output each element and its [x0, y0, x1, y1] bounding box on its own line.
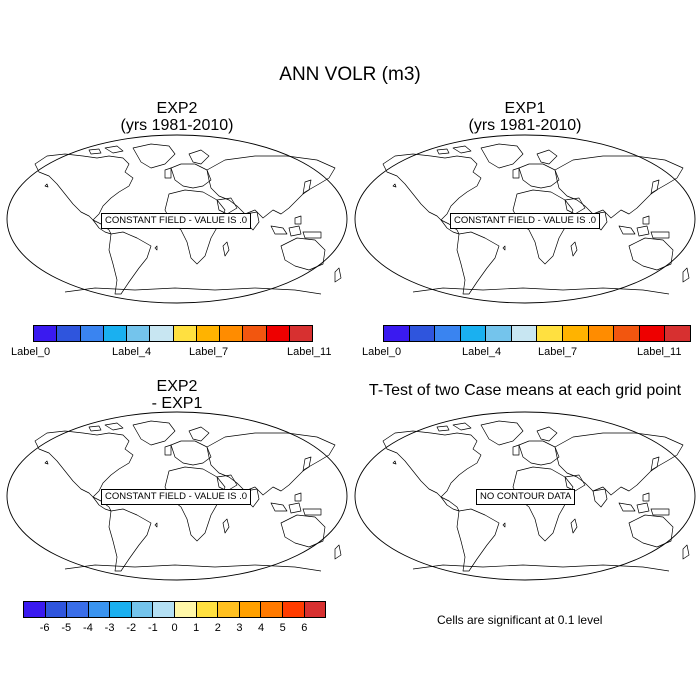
colorbar-difference-cell-6: [153, 602, 176, 617]
colorbar-1-label-7: Label_7: [189, 346, 229, 358]
colorbar-2-cell-1: [409, 326, 436, 341]
colorbar-difference-tick-label: 3: [236, 622, 243, 634]
colorbar-difference-tick-label: 1: [193, 622, 200, 634]
colorbar-difference-tick-label: 2: [214, 622, 221, 634]
colorbar-1-cell-6: [173, 326, 197, 341]
colorbar-difference-cell-2: [67, 602, 89, 617]
colorbar-difference-cell-9: [218, 602, 240, 617]
colorbar-1-cell-0: [34, 326, 58, 341]
colorbar-1-cell-4: [127, 326, 151, 341]
panel-1-title-line1: EXP2: [156, 100, 198, 117]
colorbar-difference-tick-label: -3: [104, 622, 115, 634]
main-title: ANN VOLR (m3): [279, 64, 421, 85]
colorbar-panel-1: [33, 325, 313, 342]
colorbar-panel-2: [383, 325, 691, 342]
panel-1-constant-field-box: CONSTANT FIELD - VALUE IS .0: [101, 213, 252, 229]
colorbar-1-cell-10: [266, 326, 290, 341]
colorbar-difference-tick-label: -1: [147, 622, 158, 634]
colorbar-2-cell-4: [486, 326, 512, 341]
colorbar-1-cell-3: [103, 326, 127, 341]
colorbar-2-cell-7: [563, 326, 589, 341]
panel-3-title: EXP2 - EXP1: [77, 378, 277, 412]
colorbar-difference-tick-label: -2: [126, 622, 137, 634]
colorbar-2-cell-2: [435, 326, 461, 341]
colorbar-difference-cell-8: [196, 602, 219, 617]
colorbar-1-cell-1: [57, 326, 81, 341]
colorbar-difference-tick-label: 6: [301, 622, 308, 634]
colorbar-2-cell-11: [665, 326, 690, 341]
colorbar-2-cell-9: [614, 326, 640, 341]
colorbar-1-cell-11: [289, 326, 312, 341]
colorbar-2-cell-8: [588, 326, 615, 341]
colorbar-difference-cell-1: [45, 602, 68, 617]
colorbar-1-cell-9: [243, 326, 267, 341]
colorbar-difference-tick-label: 5: [279, 622, 286, 634]
colorbar-difference-cell-11: [261, 602, 283, 617]
colorbar-difference-tick-label: -5: [61, 622, 72, 634]
panel-1-title-line2: (yrs 1981-2010): [120, 117, 234, 134]
colorbar-1-label-0: Label_0: [11, 346, 51, 358]
colorbar-difference-tick-label: -6: [39, 622, 50, 634]
colorbar-difference-cell-12: [282, 602, 305, 617]
colorbar-difference-tick-label: 0: [171, 622, 178, 634]
colorbar-2-label-0: Label_0: [362, 346, 402, 358]
colorbar-2-label-11: Label_11: [637, 346, 682, 358]
colorbar-difference-cell-0: [24, 602, 46, 617]
colorbar-2-label-4: Label_4: [462, 346, 502, 358]
colorbar-2-label-7: Label_7: [538, 346, 578, 358]
colorbar-difference: [23, 601, 326, 618]
colorbar-2-cell-5: [511, 326, 538, 341]
colorbar-difference-cell-10: [239, 602, 262, 617]
colorbar-1-cell-5: [150, 326, 174, 341]
panel-2-title-line1: EXP1: [504, 100, 546, 117]
colorbar-1-cell-7: [196, 326, 220, 341]
panel-3-title-line1: EXP2: [156, 378, 198, 395]
significance-note: Cells are significant at 0.1 level: [437, 613, 603, 627]
panel-2-title: EXP1 (yrs 1981-2010): [425, 100, 625, 134]
colorbar-2-cell-6: [537, 326, 564, 341]
colorbar-1-cell-2: [80, 326, 104, 341]
colorbar-difference-cell-3: [88, 602, 111, 617]
panel-2-title-line2: (yrs 1981-2010): [468, 117, 582, 134]
panel-4-title-line1: T-Test of two Case means at each grid po…: [368, 382, 682, 399]
colorbar-2-cell-10: [639, 326, 666, 341]
panel-2-constant-field-box: CONSTANT FIELD - VALUE IS .0: [450, 213, 601, 229]
panel-3-constant-field-box: CONSTANT FIELD - VALUE IS .0: [101, 489, 252, 505]
colorbar-difference-cell-5: [131, 602, 154, 617]
colorbar-difference-cell-4: [110, 602, 132, 617]
colorbar-difference-tick-label: 4: [258, 622, 265, 634]
colorbar-1-label-4: Label_4: [112, 346, 152, 358]
colorbar-2-cell-0: [384, 326, 410, 341]
panel-4-no-contour-box: NO CONTOUR DATA: [476, 489, 576, 505]
colorbar-difference-tick-label: -4: [83, 622, 93, 634]
colorbar-1-cell-8: [220, 326, 244, 341]
panel-1-title: EXP2 (yrs 1981-2010): [77, 100, 277, 134]
colorbar-1-label-11: Label_11: [287, 346, 332, 358]
colorbar-2-cell-3: [460, 326, 487, 341]
panel-4-title: T-Test of two Case means at each grid po…: [355, 382, 695, 399]
panel-3-title-line2: - EXP1: [151, 395, 203, 412]
colorbar-difference-cell-7: [175, 602, 197, 617]
colorbar-difference-cell-13: [304, 602, 326, 617]
